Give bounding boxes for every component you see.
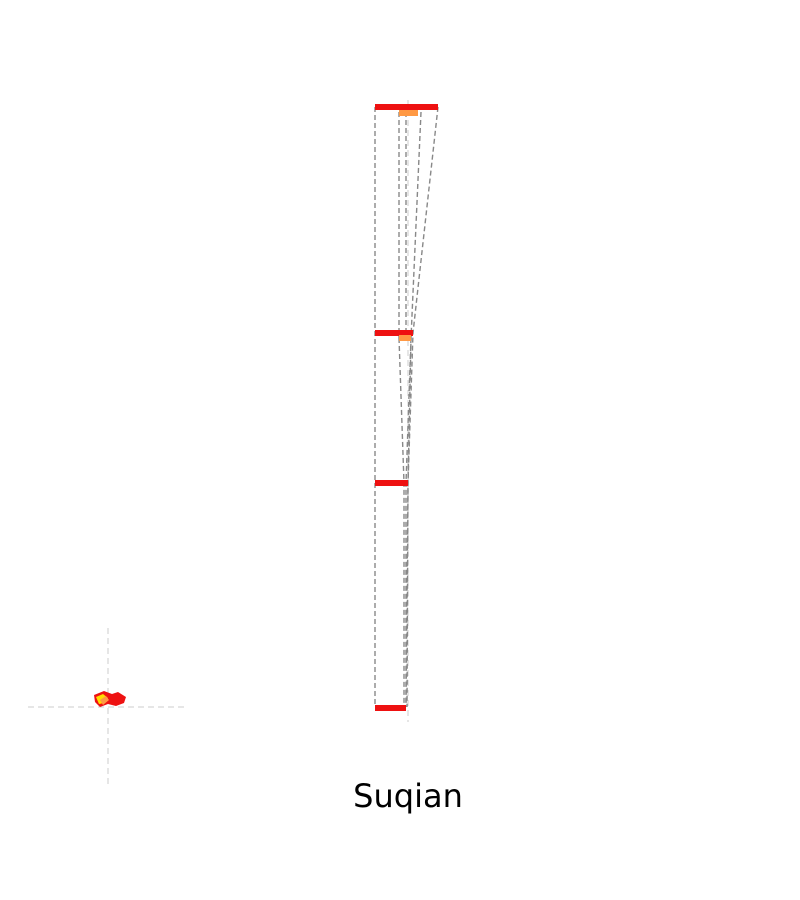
level-bar-second <box>375 330 413 336</box>
level-bar-top-secondary <box>399 110 418 116</box>
level-bar-bottom <box>375 705 406 711</box>
region-accent-shape <box>100 696 109 705</box>
city-region-shape <box>94 691 126 707</box>
level-bar-top <box>375 104 438 110</box>
locator-crosshair <box>28 628 188 788</box>
converging-line-a <box>398 337 405 707</box>
connector-outlines <box>374 106 439 708</box>
inner-outline-upper <box>398 111 422 708</box>
level-bars <box>375 104 438 711</box>
level-bar-second-secondary <box>399 335 411 341</box>
level-bar-third <box>375 480 408 486</box>
map-title: Suqian <box>353 777 463 815</box>
